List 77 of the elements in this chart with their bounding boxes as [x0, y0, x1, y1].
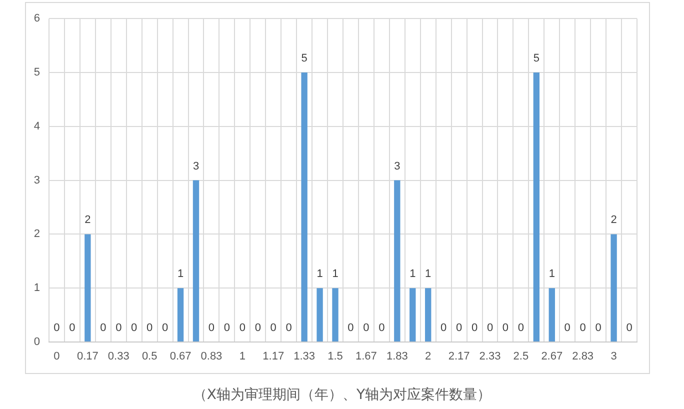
data-label: 3 [192, 160, 200, 172]
data-label: 0 [162, 322, 168, 334]
data-label: 0 [440, 322, 447, 334]
data-label: 0 [502, 322, 509, 334]
x-tick-label: 0 [54, 350, 60, 363]
data-label: 0 [208, 322, 215, 334]
data-label: 0 [626, 322, 632, 334]
data-label: 5 [301, 52, 308, 65]
data-label: 0 [378, 322, 385, 334]
data-label: 1 [316, 268, 323, 280]
data-label: 0 [456, 322, 462, 334]
data-label: 0 [239, 322, 246, 334]
data-label: 0 [363, 322, 370, 334]
data-label: 0 [69, 322, 76, 334]
x-tick-label: 1 [239, 350, 246, 363]
data-label: 0 [224, 322, 230, 334]
data-label: 0 [116, 322, 122, 334]
x-tick-label: 0.83 [200, 350, 222, 363]
data-label: 0 [270, 322, 276, 334]
bar [301, 72, 308, 342]
data-label: 0 [54, 322, 60, 334]
y-tick-label: 6 [34, 12, 40, 25]
y-tick-label: 5 [34, 66, 40, 79]
data-label: 1 [548, 268, 555, 280]
data-label: 0 [131, 322, 138, 334]
data-label: 0 [486, 322, 494, 334]
y-tick-label: 0 [34, 336, 40, 348]
data-label: 3 [394, 160, 400, 172]
bar [332, 288, 338, 342]
data-label: 0 [595, 322, 602, 334]
x-tick-label: 1.83 [386, 350, 408, 363]
data-label: 5 [533, 52, 540, 65]
data-label: 2 [610, 214, 617, 226]
x-tick-label: 0.5 [142, 350, 158, 363]
bar [548, 288, 555, 342]
x-tick-label: 1.67 [356, 350, 377, 363]
bar [84, 234, 91, 342]
data-label: 0 [580, 322, 586, 334]
bar [394, 180, 400, 342]
data-label: 1 [425, 268, 432, 280]
y-tick-label: 3 [34, 174, 40, 186]
bar [316, 288, 323, 342]
data-label: 2 [84, 214, 91, 226]
bar [192, 180, 200, 342]
x-tick-label: 1.33 [294, 350, 316, 363]
bar [425, 288, 432, 342]
data-label: 0 [348, 322, 354, 334]
data-label: 0 [471, 322, 478, 334]
x-tick-label: 0.33 [108, 350, 130, 363]
bar [410, 288, 416, 342]
text: （X轴为审理期间（年）、Y轴为对应案件数量） [192, 386, 492, 404]
data-label: 0 [146, 322, 153, 334]
y-tick-label: 1 [34, 282, 40, 294]
data-label: 0 [254, 322, 261, 334]
x-tick-label: 1.5 [328, 350, 343, 363]
x-tick-label: 2 [425, 350, 432, 363]
y-tick-label: 4 [34, 120, 40, 132]
x-tick-label: 1.17 [262, 350, 284, 363]
x-tick-label: 2.83 [572, 350, 594, 363]
x-tick-label: 2.5 [513, 350, 529, 363]
x-tick-label: 3 [610, 350, 617, 363]
data-label: 1 [332, 268, 338, 280]
data-label: 1 [177, 268, 184, 280]
bar [533, 72, 540, 342]
data-label: 0 [518, 322, 524, 334]
data-label: 0 [100, 322, 106, 334]
data-label: 1 [410, 268, 416, 280]
bar [610, 234, 617, 342]
x-tick-label: 2.17 [448, 350, 470, 363]
data-label: 0 [286, 322, 292, 334]
x-tick-label: 0.17 [76, 350, 98, 363]
data-label: 0 [564, 322, 570, 334]
bar [177, 288, 184, 342]
y-tick-label: 2 [34, 228, 40, 240]
x-tick-label: 2.33 [479, 350, 501, 363]
x-tick-label: 0.67 [170, 350, 192, 363]
x-tick-label: 2.67 [541, 350, 563, 363]
